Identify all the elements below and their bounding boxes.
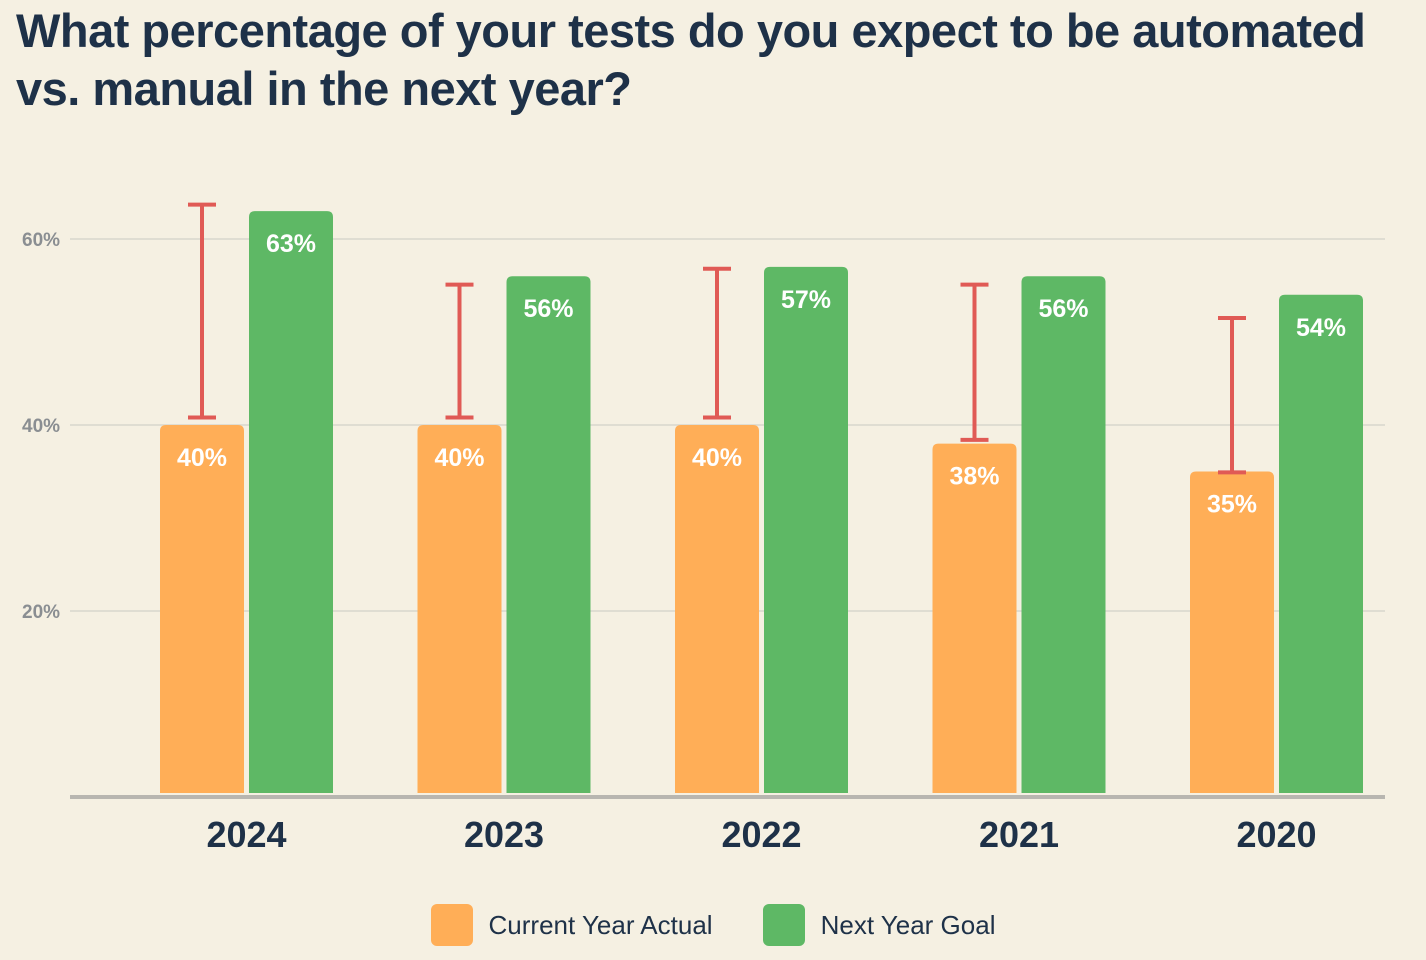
error-bar-2021	[960, 282, 989, 442]
data-labels: 40% 63% 40% 56% 40% 57% 38% 56% 35% 54%	[177, 230, 1346, 518]
legend-label-goal: Next Year Goal	[820, 909, 996, 940]
data-label-goal-2020: 54%	[1296, 314, 1346, 342]
y-tick-label: 40%	[22, 416, 60, 437]
x-category-label-2022: 2022	[721, 814, 801, 855]
error-bar-2023	[445, 282, 474, 420]
x-axis-categories: 2024 2023 2022 2021 2020	[206, 814, 1316, 855]
error-bar-2024	[188, 202, 216, 420]
bar-current-2022[interactable]	[675, 425, 759, 793]
x-category-label-2021: 2021	[979, 814, 1059, 855]
x-category-label-2020: 2020	[1236, 814, 1316, 855]
data-label-goal-2024: 63%	[266, 230, 316, 258]
bar-goal-2024[interactable]	[249, 211, 333, 794]
legend-swatch-goal	[762, 904, 805, 946]
chart-title: What percentage of your tests do you exp…	[16, 4, 1366, 115]
bar-goal-2021[interactable]	[1021, 276, 1106, 793]
bar-current-2024[interactable]	[160, 425, 244, 793]
data-label-current-2020: 35%	[1207, 491, 1257, 519]
data-label-current-2022: 40%	[692, 444, 742, 472]
data-label-current-2024: 40%	[177, 444, 227, 472]
data-label-goal-2023: 56%	[523, 295, 573, 323]
bar-current-2021[interactable]	[932, 443, 1017, 793]
y-tick-label: 60%	[22, 230, 60, 251]
bars	[160, 211, 1363, 794]
bar-goal-2022[interactable]	[764, 266, 848, 793]
legend-swatch-current	[430, 904, 473, 946]
legend-item-current[interactable]: Current Year Actual	[430, 904, 713, 946]
legend: Current Year Actual Next Year Goal	[0, 904, 1426, 946]
bar-goal-2020[interactable]	[1279, 294, 1363, 793]
bar-goal-2023[interactable]	[506, 276, 591, 793]
bar-current-2020[interactable]	[1190, 471, 1274, 794]
error-bars	[188, 202, 1246, 475]
y-axis-ticks: 20% 40% 60%	[22, 230, 60, 623]
data-label-current-2021: 38%	[949, 463, 999, 491]
error-bar-2020	[1218, 316, 1246, 475]
y-tick-label: 20%	[22, 602, 60, 623]
data-label-goal-2022: 57%	[781, 286, 831, 314]
x-category-label-2024: 2024	[206, 814, 286, 855]
legend-item-goal[interactable]: Next Year Goal	[762, 904, 996, 946]
legend-label-current: Current Year Actual	[488, 909, 713, 940]
data-label-current-2023: 40%	[434, 444, 484, 472]
bar-current-2023[interactable]	[417, 425, 502, 793]
error-bar-2022	[703, 266, 731, 420]
x-category-label-2023: 2023	[464, 814, 544, 855]
bar-chart: 20% 40% 60% 40% 63% 40% 56% 40% 57% 38% 56% 35% 54%…	[22, 202, 1385, 855]
data-label-goal-2021: 56%	[1038, 295, 1088, 323]
